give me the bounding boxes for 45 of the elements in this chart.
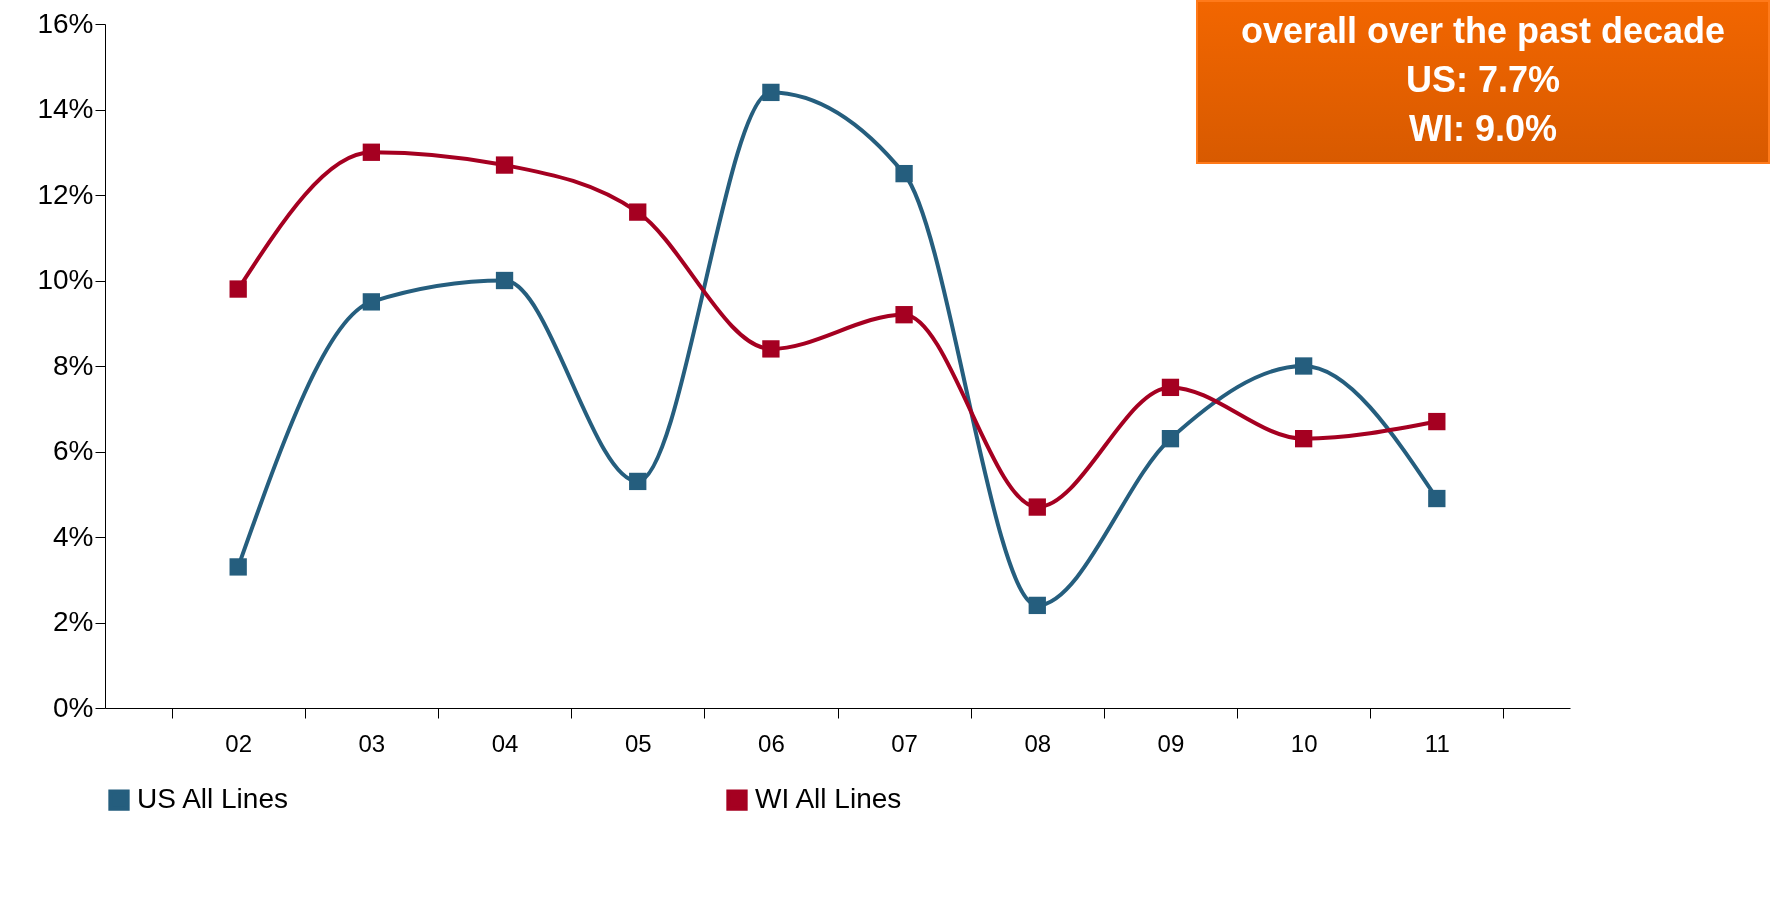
y-tick-label: 6% — [53, 435, 94, 466]
y-tick-label: 14% — [37, 93, 94, 124]
point — [229, 280, 247, 298]
point — [229, 558, 247, 576]
x-tick-label: 08 — [1024, 729, 1052, 757]
x-tick-label: 10 — [1290, 729, 1318, 757]
x-tick-label: 07 — [891, 729, 918, 757]
x-tick-label: 04 — [491, 729, 519, 757]
point — [1428, 412, 1446, 431]
legend-label: WI All Lines — [755, 783, 902, 815]
annotation: WI: 9.0% — [1408, 106, 1558, 151]
x-tick-label: 02 — [225, 729, 253, 757]
point — [1028, 596, 1046, 615]
point — [1028, 498, 1046, 516]
point — [895, 164, 913, 183]
x-tick-label: 03 — [358, 729, 386, 757]
x-tick-label: 09 — [1157, 729, 1185, 757]
point — [1294, 430, 1313, 448]
point — [762, 83, 780, 102]
point — [1161, 430, 1180, 448]
y-tick-label: 4% — [53, 520, 94, 552]
y-tick-label: 0% — [53, 691, 94, 723]
x-tick-label: 11 — [1424, 729, 1450, 757]
y-tick-label: 12% — [37, 178, 94, 210]
y-tick-label: 2% — [53, 606, 94, 637]
annotation: US: 7.7% — [1404, 57, 1562, 102]
callout-box: overall over the past decade US: 7.7% WI: 9.0% — [1196, 0, 1770, 165]
annotation: overall over the past decade — [1239, 9, 1727, 53]
x-tick-label: 05 — [624, 729, 652, 757]
point — [629, 203, 647, 221]
y-tick-label: 16% — [37, 7, 94, 39]
point — [362, 143, 381, 161]
point — [629, 472, 647, 491]
point — [1294, 357, 1313, 375]
point — [495, 156, 514, 174]
x-tick-label: 06 — [758, 729, 785, 757]
legend-label: US All Lines — [137, 783, 288, 815]
y-tick-label: 10% — [37, 264, 94, 295]
point — [762, 340, 780, 358]
point — [362, 293, 381, 311]
point — [895, 306, 913, 324]
point — [1428, 489, 1446, 508]
point — [1161, 378, 1180, 397]
y-tick-label: 8% — [53, 349, 94, 381]
point — [495, 271, 514, 290]
